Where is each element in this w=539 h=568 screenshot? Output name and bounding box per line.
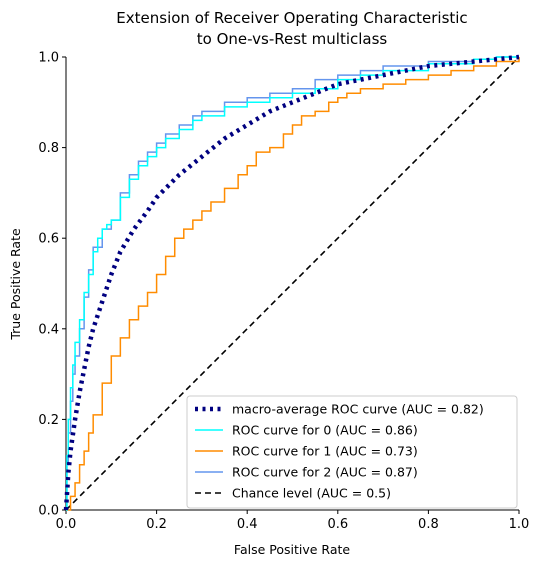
- y-tick-label: 0.2: [38, 413, 59, 428]
- y-axis-label: True Positive Rate: [8, 228, 23, 341]
- chart-title-line-2: to One-vs-Rest multiclass: [197, 30, 388, 48]
- y-tick-label: 0.8: [38, 141, 59, 156]
- x-tick-label: 0.6: [327, 517, 348, 532]
- x-tick-label: 0.4: [237, 517, 258, 532]
- x-tick-label: 0.2: [146, 517, 167, 532]
- chart-title-line-1: Extension of Receiver Operating Characte…: [116, 9, 467, 27]
- y-tick-label: 1.0: [38, 51, 59, 66]
- y-tick-label: 0.0: [38, 504, 59, 519]
- y-tick-label: 0.6: [38, 232, 59, 247]
- legend-label-0: macro-average ROC curve (AUC = 0.82): [232, 402, 484, 417]
- legend-label-4: Chance level (AUC = 0.5): [232, 486, 391, 501]
- legend-label-3: ROC curve for 2 (AUC = 0.87): [232, 465, 418, 480]
- y-tick-label: 0.4: [38, 322, 59, 337]
- legend: macro-average ROC curve (AUC = 0.82) ROC …: [187, 396, 517, 508]
- legend-label-1: ROC curve for 0 (AUC = 0.86): [232, 423, 418, 438]
- legend-label-2: ROC curve for 1 (AUC = 0.73): [232, 444, 418, 459]
- x-tick-label: 0.8: [418, 517, 439, 532]
- x-axis-label: False Positive Rate: [234, 542, 350, 557]
- x-tick-label: 0.0: [56, 517, 77, 532]
- x-tick-label: 1.0: [509, 517, 530, 532]
